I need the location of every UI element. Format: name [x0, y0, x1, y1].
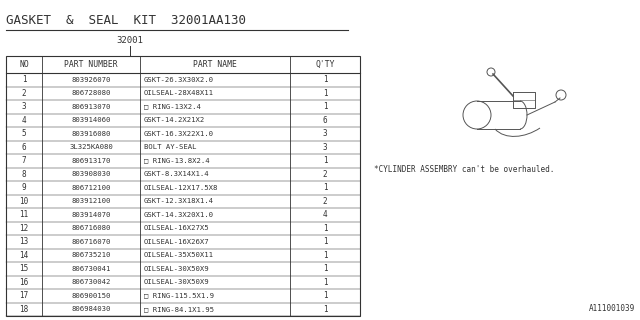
Text: 803912100: 803912100	[71, 198, 111, 204]
Text: GASKET  &  SEAL  KIT  32001AA130: GASKET & SEAL KIT 32001AA130	[6, 14, 246, 27]
Text: 8: 8	[22, 170, 26, 179]
Text: OILSEAL-30X50X9: OILSEAL-30X50X9	[144, 279, 210, 285]
Text: 803908030: 803908030	[71, 171, 111, 177]
Text: 1: 1	[323, 237, 327, 246]
Text: 6: 6	[323, 116, 327, 125]
Text: 1: 1	[323, 251, 327, 260]
Text: □ RING-13.8X2.4: □ RING-13.8X2.4	[144, 158, 210, 164]
Text: GSKT-12.3X18X1.4: GSKT-12.3X18X1.4	[144, 198, 214, 204]
Text: 15: 15	[19, 264, 29, 273]
Text: 806984030: 806984030	[71, 306, 111, 312]
Text: 806712100: 806712100	[71, 185, 111, 191]
Text: 5: 5	[22, 129, 26, 138]
Text: OILSEAL-28X48X11: OILSEAL-28X48X11	[144, 90, 214, 96]
Text: 1: 1	[323, 183, 327, 192]
Text: 3L325KA080: 3L325KA080	[69, 144, 113, 150]
Text: *CYLINDER ASSEMBRY can't be overhauled.: *CYLINDER ASSEMBRY can't be overhauled.	[374, 165, 554, 174]
Text: 4: 4	[22, 116, 26, 125]
Text: 1: 1	[323, 75, 327, 84]
Text: GSKT-14.3X20X1.0: GSKT-14.3X20X1.0	[144, 212, 214, 218]
Text: 1: 1	[323, 305, 327, 314]
Text: 803914060: 803914060	[71, 117, 111, 123]
Text: 10: 10	[19, 197, 29, 206]
Text: PART NAME: PART NAME	[193, 60, 237, 69]
Text: 806913070: 806913070	[71, 104, 111, 110]
Text: 3: 3	[323, 129, 327, 138]
Text: 2: 2	[323, 197, 327, 206]
Text: 12: 12	[19, 224, 29, 233]
Text: GSKT-16.3X22X1.0: GSKT-16.3X22X1.0	[144, 131, 214, 137]
Text: OILSEAL-35X50X11: OILSEAL-35X50X11	[144, 252, 214, 258]
Text: 14: 14	[19, 251, 29, 260]
Text: GSKT-8.3X14X1.4: GSKT-8.3X14X1.4	[144, 171, 210, 177]
Text: 16: 16	[19, 278, 29, 287]
Text: 11: 11	[19, 210, 29, 219]
Text: 1: 1	[323, 102, 327, 111]
Text: □ RING-13X2.4: □ RING-13X2.4	[144, 104, 201, 110]
Text: 806728080: 806728080	[71, 90, 111, 96]
Text: 1: 1	[323, 156, 327, 165]
Text: 17: 17	[19, 291, 29, 300]
Text: □ RING-84.1X1.95: □ RING-84.1X1.95	[144, 306, 214, 312]
Text: 4: 4	[323, 210, 327, 219]
Text: 806716080: 806716080	[71, 225, 111, 231]
Bar	[6, 56, 360, 316]
Text: OILSEAL-16X26X7: OILSEAL-16X26X7	[144, 239, 210, 245]
Text: 32001: 32001	[116, 36, 143, 45]
Text: 7: 7	[22, 156, 26, 165]
Text: GSKT-26.3X30X2.0: GSKT-26.3X30X2.0	[144, 77, 214, 83]
Text: Q'TY: Q'TY	[316, 60, 335, 69]
Text: 806913170: 806913170	[71, 158, 111, 164]
Text: 2: 2	[323, 170, 327, 179]
Text: 3: 3	[22, 102, 26, 111]
Text: OILSEAL-16X27X5: OILSEAL-16X27X5	[144, 225, 210, 231]
Text: 803916080: 803916080	[71, 131, 111, 137]
Text: 1: 1	[323, 291, 327, 300]
Text: 1: 1	[323, 264, 327, 273]
Text: 806735210: 806735210	[71, 252, 111, 258]
Text: 1: 1	[323, 224, 327, 233]
Text: 1: 1	[22, 75, 26, 84]
Text: 9: 9	[22, 183, 26, 192]
Text: 18: 18	[19, 305, 29, 314]
Text: 6: 6	[22, 143, 26, 152]
Text: 806730042: 806730042	[71, 279, 111, 285]
Text: GSKT-14.2X21X2: GSKT-14.2X21X2	[144, 117, 205, 123]
Text: 1: 1	[323, 278, 327, 287]
Text: 806900150: 806900150	[71, 293, 111, 299]
Text: 806730041: 806730041	[71, 266, 111, 272]
Text: OILSEAL-12X17.5X8: OILSEAL-12X17.5X8	[144, 185, 218, 191]
Text: 806716070: 806716070	[71, 239, 111, 245]
Text: BOLT AY-SEAL: BOLT AY-SEAL	[144, 144, 196, 150]
Text: 3: 3	[323, 143, 327, 152]
Text: 803914070: 803914070	[71, 212, 111, 218]
Text: 13: 13	[19, 237, 29, 246]
Text: PART NUMBER: PART NUMBER	[64, 60, 118, 69]
Text: 2: 2	[22, 89, 26, 98]
Text: A111001039: A111001039	[589, 304, 635, 313]
Text: 1: 1	[323, 89, 327, 98]
Text: OILSEAL-30X50X9: OILSEAL-30X50X9	[144, 266, 210, 272]
Text: 803926070: 803926070	[71, 77, 111, 83]
Text: □ RING-115.5X1.9: □ RING-115.5X1.9	[144, 293, 214, 299]
Text: NO: NO	[19, 60, 29, 69]
